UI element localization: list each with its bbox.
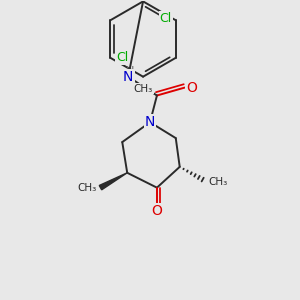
Text: Cl: Cl — [116, 51, 128, 64]
Text: H: H — [126, 66, 134, 76]
Text: Cl: Cl — [160, 12, 172, 25]
Text: O: O — [186, 81, 197, 94]
Text: N: N — [123, 70, 134, 84]
Polygon shape — [99, 173, 127, 190]
Text: O: O — [152, 204, 162, 218]
Text: CH₃: CH₃ — [208, 177, 228, 187]
Text: CH₃: CH₃ — [134, 84, 153, 94]
Text: CH₃: CH₃ — [77, 183, 97, 193]
Text: N: N — [145, 115, 155, 129]
